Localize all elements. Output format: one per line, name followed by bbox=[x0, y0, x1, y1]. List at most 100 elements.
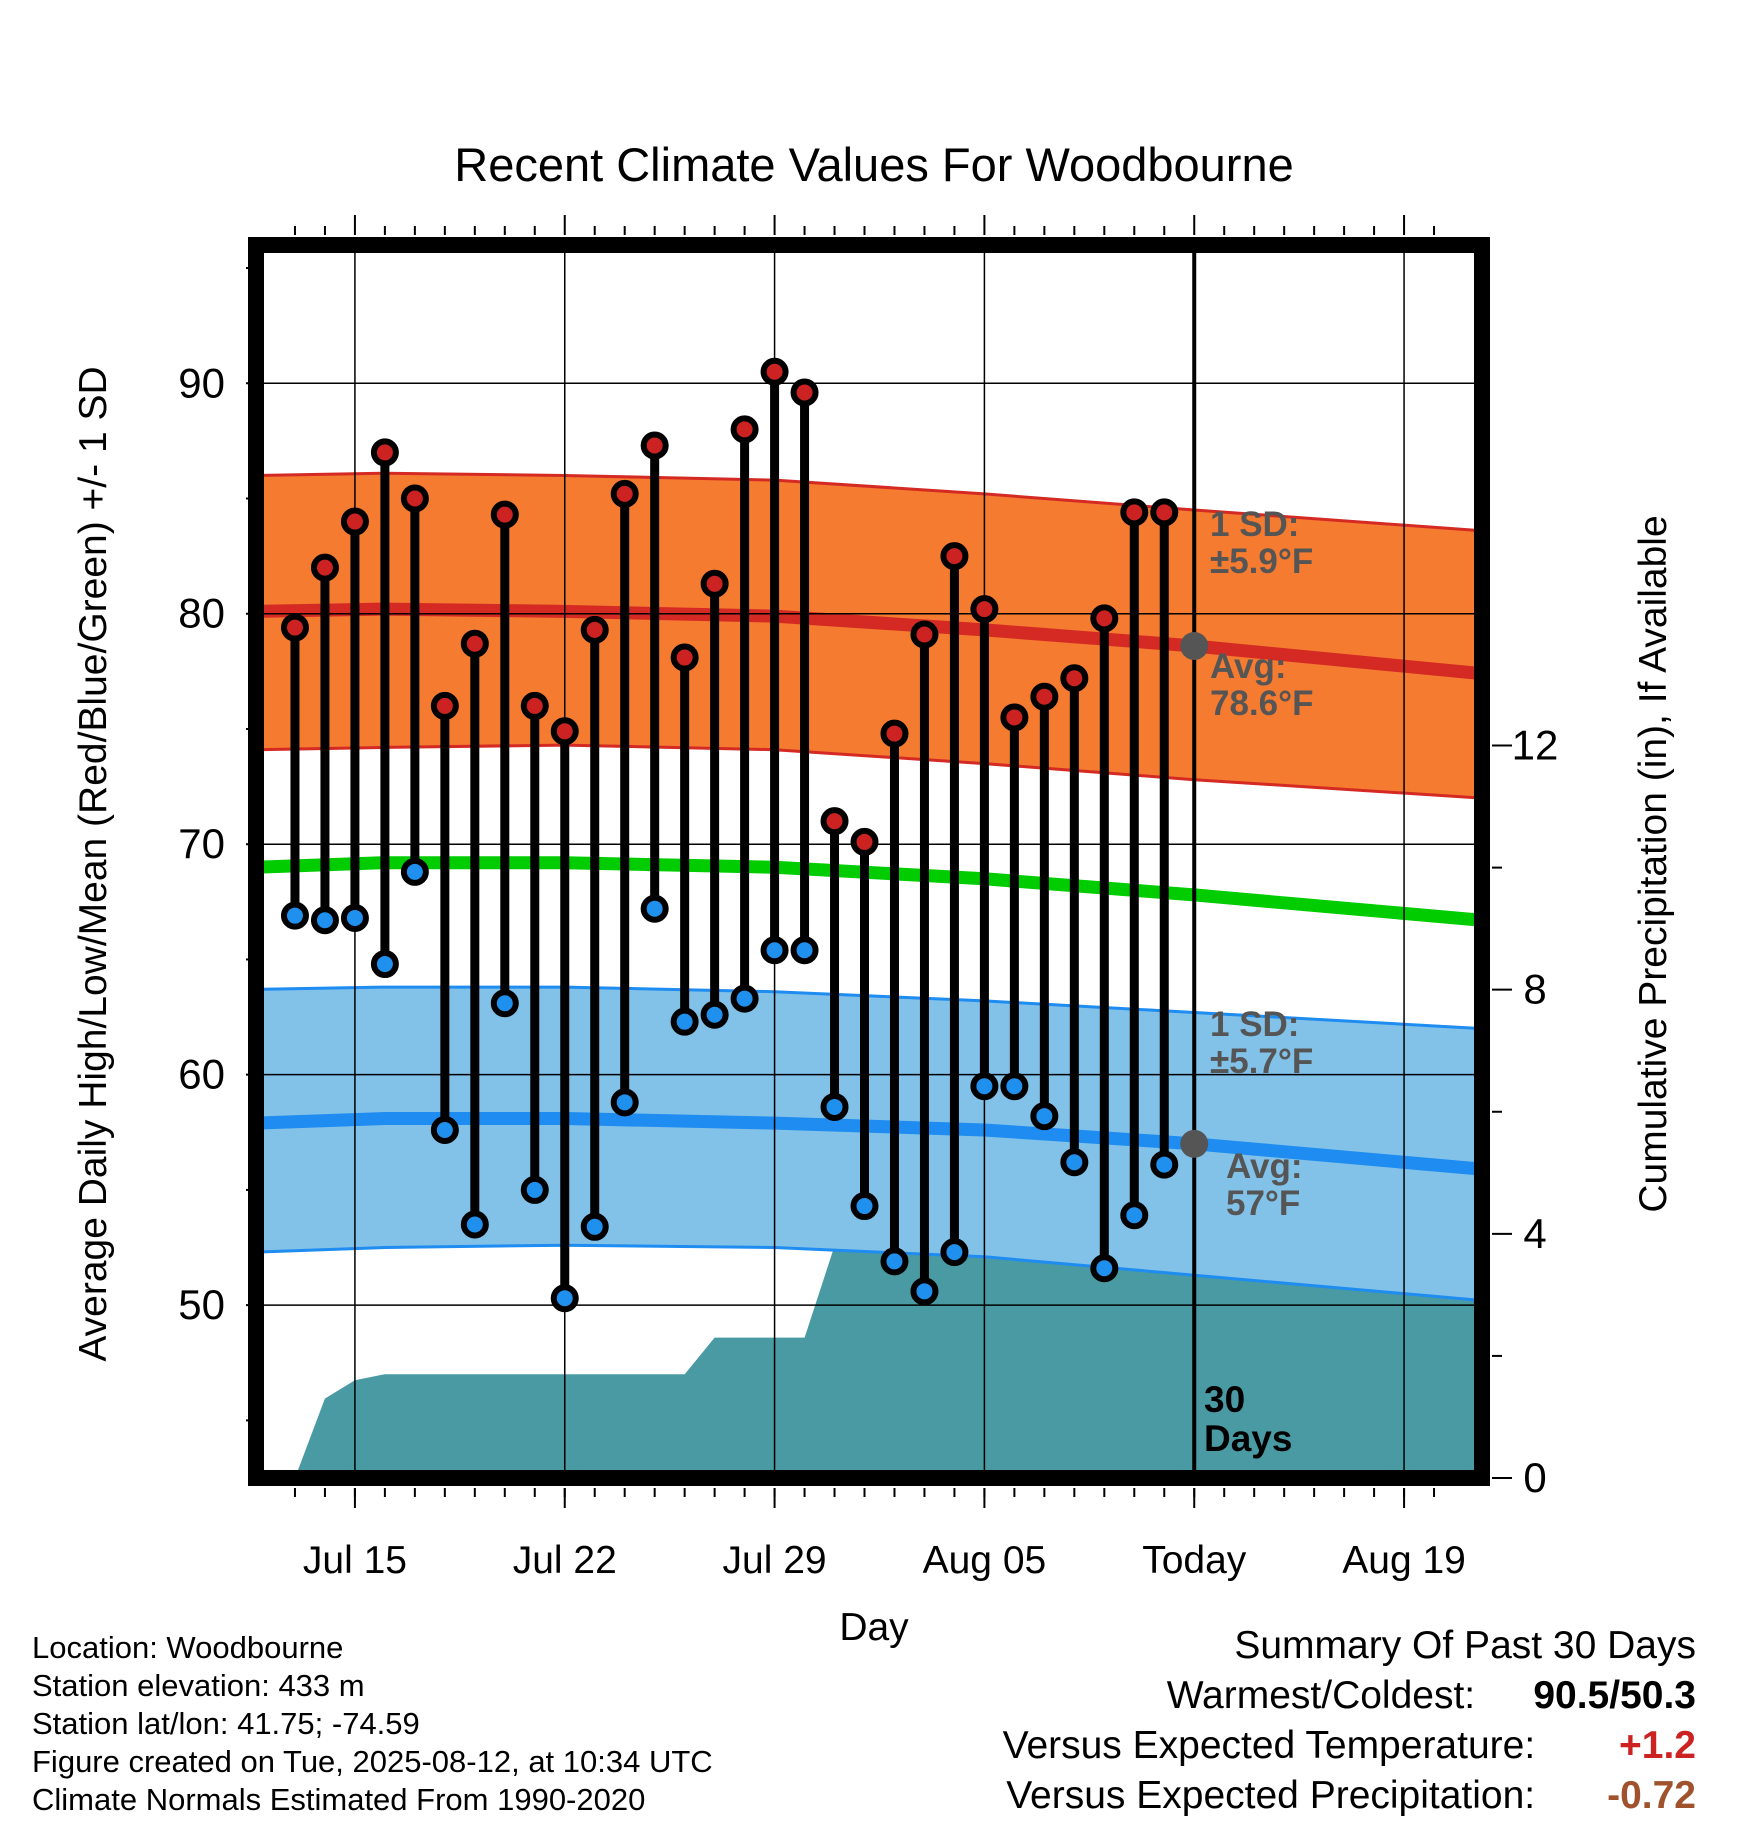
warm-cold-label: Warmest/Coldest: bbox=[1166, 1674, 1476, 1717]
daily-high-point bbox=[850, 827, 879, 856]
daily-high-point bbox=[880, 719, 909, 748]
daily-high-point bbox=[280, 613, 309, 642]
daily-high-point bbox=[790, 378, 819, 407]
daily-high-point bbox=[670, 643, 699, 672]
window-label-line: Days bbox=[1204, 1418, 1292, 1459]
station-info: Location: Woodbourne Station elevation: … bbox=[32, 1629, 713, 1819]
axes-layer: 50 60 70 80 90 0 4 8 12 Jul 15 Jul 22 Jul 29 Aug 05 T… bbox=[178, 215, 1558, 1582]
location-text: Location: Woodbourne bbox=[32, 1630, 344, 1665]
daily-low-point bbox=[280, 901, 309, 930]
precipitation-area-layer bbox=[295, 1239, 1482, 1478]
summary-title: Summary Of Past 30 Days bbox=[1234, 1624, 1696, 1667]
daily-low-point bbox=[670, 1007, 699, 1036]
daily-low-point bbox=[1150, 1150, 1179, 1179]
daily-low-point bbox=[850, 1192, 879, 1221]
daily-high-point bbox=[400, 484, 429, 513]
y2-tick-label: 0 bbox=[1523, 1454, 1546, 1501]
daily-low-point bbox=[1030, 1102, 1059, 1131]
daily-high-point bbox=[730, 415, 759, 444]
normals-text: Climate Normals Estimated From 1990-2020 bbox=[32, 1782, 646, 1817]
daily-low-point bbox=[640, 894, 669, 923]
daily-low-point bbox=[880, 1247, 909, 1276]
high-avg-annotation-line: Avg: bbox=[1210, 647, 1286, 686]
x-tick-label: Jul 22 bbox=[513, 1539, 617, 1582]
daily-low-point bbox=[430, 1115, 459, 1144]
window-label-line: 30 bbox=[1204, 1379, 1245, 1420]
daily-low-point bbox=[310, 906, 339, 935]
plot-frame bbox=[248, 237, 1490, 1486]
daily-high-point bbox=[430, 691, 459, 720]
latlon-text: Station lat/lon: 41.75; -74.59 bbox=[32, 1706, 420, 1741]
y2-tick-label: 8 bbox=[1523, 966, 1546, 1013]
high-avg-annotation-line: 78.6°F bbox=[1210, 684, 1314, 723]
y2-tick-label: 12 bbox=[1512, 722, 1559, 769]
daily-high-point bbox=[1060, 664, 1089, 693]
high-sd-band bbox=[256, 473, 1482, 799]
daily-low-point bbox=[610, 1088, 639, 1117]
daily-low-point bbox=[730, 984, 759, 1013]
high-sd-annotation-line: 1 SD: bbox=[1210, 505, 1299, 544]
window-label: 30 Days bbox=[1204, 1379, 1292, 1459]
x-tick-label: Aug 19 bbox=[1342, 1539, 1466, 1582]
x-tick-label: Today bbox=[1142, 1539, 1247, 1582]
daily-high-point bbox=[700, 569, 729, 598]
daily-high-point bbox=[340, 507, 369, 536]
daily-low-point bbox=[1090, 1254, 1119, 1283]
daily-high-point bbox=[760, 357, 789, 386]
daily-high-point bbox=[370, 438, 399, 467]
high-sd-annotation-line: ±5.9°F bbox=[1210, 542, 1313, 581]
temp-anomaly-value: +1.2 bbox=[1619, 1724, 1696, 1767]
daily-low-point bbox=[370, 950, 399, 979]
warm-cold-row: Warmest/Coldest: 90.5/50.3 bbox=[1003, 1671, 1696, 1721]
low-sd-annotation-line: 1 SD: bbox=[1210, 1005, 1299, 1044]
daily-low-point bbox=[700, 1000, 729, 1029]
daily-low-point bbox=[340, 903, 369, 932]
daily-high-point bbox=[1120, 498, 1149, 527]
y-tick-label: 50 bbox=[178, 1281, 225, 1328]
today-low-avg-marker bbox=[1180, 1129, 1209, 1158]
low-avg-annotation-line: 57°F bbox=[1226, 1184, 1300, 1223]
created-text: Figure created on Tue, 2025-08-12, at 10… bbox=[32, 1744, 713, 1779]
low-sd-annotation-line: ±5.7°F bbox=[1210, 1042, 1313, 1081]
y2-axis-label: Cumulative Precipitation (in), If Availa… bbox=[1632, 515, 1675, 1212]
high-avg-annotation: Avg: 78.6°F bbox=[1210, 647, 1314, 723]
precip-anomaly-value: -0.72 bbox=[1607, 1774, 1696, 1817]
daily-low-point bbox=[580, 1212, 609, 1241]
daily-low-point bbox=[460, 1210, 489, 1239]
summary-panel: Summary Of Past 30 Days Warmest/Coldest:… bbox=[1003, 1621, 1696, 1821]
precip-anomaly-row: Versus Expected Precipitation: -0.72 bbox=[1003, 1771, 1696, 1821]
elevation-text: Station elevation: 433 m bbox=[32, 1668, 365, 1703]
daily-high-point bbox=[640, 431, 669, 460]
y-tick-label: 70 bbox=[178, 820, 225, 867]
daily-low-point bbox=[1120, 1201, 1149, 1230]
chart-title: Recent Climate Values For Woodbourne bbox=[454, 138, 1293, 191]
temp-anomaly-label: Versus Expected Temperature: bbox=[1002, 1724, 1536, 1767]
precip-anomaly-label: Versus Expected Precipitation: bbox=[1006, 1774, 1536, 1817]
x-tick-label: Jul 29 bbox=[723, 1539, 827, 1582]
precipitation-area bbox=[295, 1239, 1482, 1478]
warm-cold-value: 90.5/50.3 bbox=[1533, 1674, 1696, 1717]
daily-high-point bbox=[910, 620, 939, 649]
daily-high-point bbox=[490, 500, 519, 529]
y-tick-label: 80 bbox=[178, 590, 225, 637]
daily-high-point bbox=[1000, 703, 1029, 732]
daily-low-point bbox=[940, 1238, 969, 1267]
daily-low-point bbox=[520, 1175, 549, 1204]
x-tick-label: Jul 15 bbox=[303, 1539, 407, 1582]
low-avg-annotation: Avg: 57°F bbox=[1226, 1147, 1302, 1223]
daily-high-point bbox=[1090, 604, 1119, 633]
temp-anomaly-row: Versus Expected Temperature: +1.2 bbox=[1003, 1721, 1696, 1771]
today-high-avg-marker bbox=[1180, 632, 1209, 661]
y2-tick-label: 4 bbox=[1523, 1210, 1546, 1257]
daily-high-point bbox=[940, 542, 969, 571]
daily-low-point bbox=[760, 936, 789, 965]
daily-high-point bbox=[1030, 682, 1059, 711]
y-tick-label: 60 bbox=[178, 1051, 225, 1098]
daily-high-point bbox=[460, 629, 489, 658]
daily-low-point bbox=[490, 989, 519, 1018]
daily-high-point bbox=[310, 553, 339, 582]
x-tick-label: Aug 05 bbox=[923, 1539, 1047, 1582]
y-tick-label: 90 bbox=[178, 359, 225, 406]
